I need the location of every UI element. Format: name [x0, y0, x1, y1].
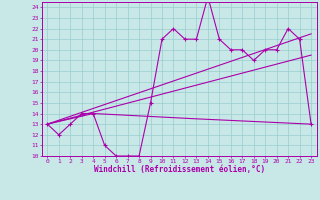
X-axis label: Windchill (Refroidissement éolien,°C): Windchill (Refroidissement éolien,°C) [94, 165, 265, 174]
